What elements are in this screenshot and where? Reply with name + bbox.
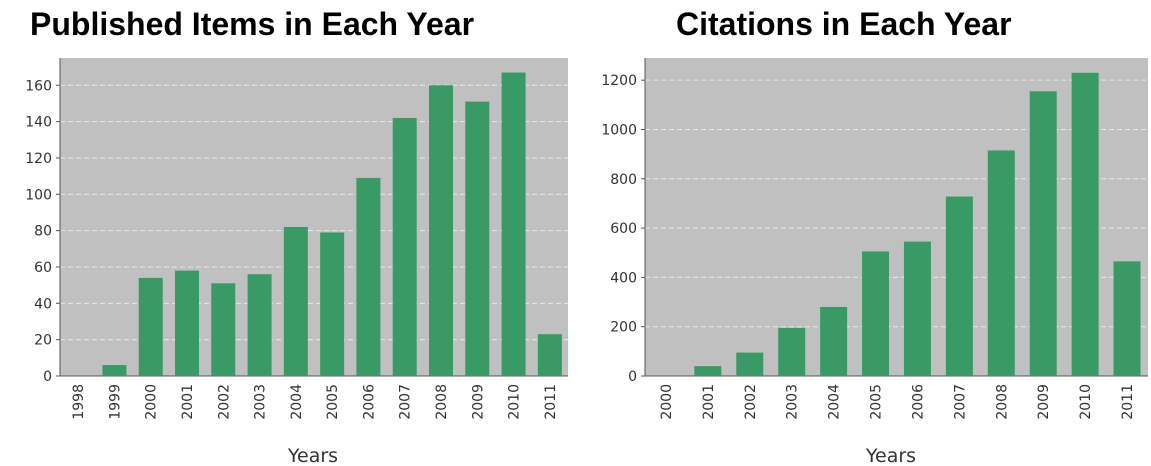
published-x-tick-label: 2003 <box>253 384 269 420</box>
citations-x-axis-label: Years <box>865 445 916 466</box>
citations-x-tick-label: 2010 <box>1078 384 1094 420</box>
published-y-tick-label: 80 <box>34 224 52 240</box>
published-bar-2010 <box>501 72 526 376</box>
citations-bar-2002 <box>736 352 764 376</box>
citations-x-tick-label: 2011 <box>1120 384 1136 420</box>
published-bar-2009 <box>465 101 490 377</box>
published-bar-2006 <box>356 177 381 376</box>
published-x-tick-label: 2005 <box>325 384 341 420</box>
citations-bar-2001 <box>694 366 722 376</box>
published-x-tick-label: 2008 <box>434 384 450 420</box>
published-bar-2008 <box>429 85 453 376</box>
citations-x-tick-label: 2005 <box>869 384 885 420</box>
citations-y-tick-label: 800 <box>610 172 637 188</box>
published-y-tick-label: 0 <box>43 369 52 385</box>
published-bar-2003 <box>247 274 272 376</box>
published-y-tick-label: 140 <box>25 115 52 131</box>
citations-x-tick-label: 2004 <box>827 384 843 420</box>
citations-x-tick-label: 2007 <box>952 384 968 420</box>
citations-x-tick-label: 2006 <box>910 384 926 420</box>
citations-x-tick-label: 2002 <box>743 384 759 420</box>
published-plot-area <box>60 58 568 376</box>
published-bar-2001 <box>175 270 199 376</box>
citations-bar-2004 <box>820 306 848 376</box>
published-x-tick-label: 2010 <box>507 384 523 420</box>
published-x-tick-label: 2006 <box>361 384 377 420</box>
citations-bar-2003 <box>778 327 806 376</box>
published-x-tick-label: 1999 <box>107 384 123 420</box>
citations-bar-2005 <box>862 251 890 376</box>
published-bar-1999 <box>102 365 127 376</box>
published-x-tick-label: 1998 <box>71 384 87 420</box>
published-x-tick-label: 2002 <box>216 384 232 420</box>
citations-bar-2006 <box>903 241 931 376</box>
published-bar-2000 <box>138 277 163 376</box>
citations-y-tick-label: 1200 <box>601 73 637 89</box>
published-y-tick-label: 40 <box>34 296 52 312</box>
published-y-tick-label: 20 <box>34 333 52 349</box>
citations-bar-2010 <box>1071 72 1099 376</box>
chart-title-published: Published Items in Each Year <box>30 6 475 42</box>
citations-y-tick-label: 200 <box>610 320 637 336</box>
published-bar-2011 <box>537 334 562 376</box>
published-x-tick-label: 2004 <box>289 384 305 420</box>
published-x-tick-label: 2011 <box>543 384 559 420</box>
citations-y-tick-label: 400 <box>610 270 637 286</box>
citations-y-tick-label: 0 <box>628 369 637 385</box>
published-x-tick-label: 2001 <box>180 384 196 420</box>
published-x-tick-label: 2009 <box>470 384 486 420</box>
published-x-tick-label: 2007 <box>398 384 414 420</box>
published-bar-2007 <box>392 117 417 377</box>
published-bar-2002 <box>211 283 236 376</box>
citations-plot-area <box>645 58 1148 376</box>
citations-x-tick-label: 2009 <box>1036 384 1052 420</box>
published-bar-2005 <box>320 232 345 376</box>
published-x-axis-label: Years <box>287 445 338 466</box>
published-y-tick-label: 100 <box>25 187 52 203</box>
citations-bar-2009 <box>1029 91 1057 377</box>
citations-y-tick-label: 1000 <box>601 122 637 138</box>
citations-bar-2008 <box>987 150 1015 376</box>
citations-x-tick-label: 2000 <box>659 384 675 420</box>
published-bar-2004 <box>283 226 308 376</box>
citations-x-tick-label: 2001 <box>701 384 717 420</box>
citations-x-tick-label: 2008 <box>994 384 1010 420</box>
published-y-tick-label: 160 <box>25 78 52 94</box>
chart-title-citations: Citations in Each Year <box>676 6 1012 42</box>
citations-x-tick-label: 2003 <box>785 384 801 420</box>
citations-y-tick-label: 600 <box>610 221 637 237</box>
citations-bar-2011 <box>1113 261 1141 376</box>
published-y-tick-label: 60 <box>34 260 52 276</box>
published-y-tick-label: 120 <box>25 151 52 167</box>
citations-bar-2007 <box>945 196 973 376</box>
published-x-tick-label: 2000 <box>144 384 160 420</box>
